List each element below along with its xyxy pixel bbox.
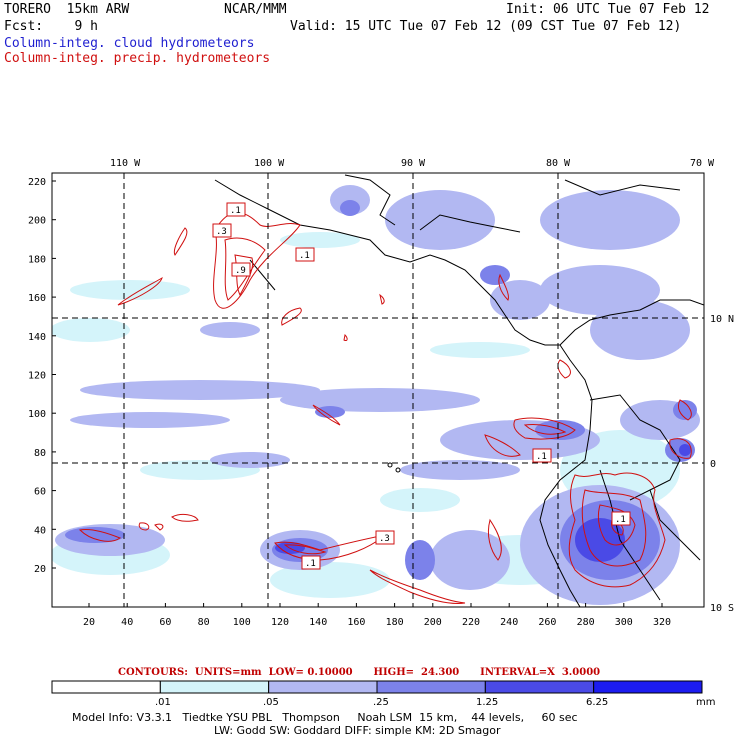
field-cloud-label: Column-integ. cloud hydrometeors (4, 36, 255, 51)
colorbar-swatch (51, 680, 161, 694)
colorbar-label: .01 (155, 697, 171, 708)
x-tick-label: 40 (121, 617, 133, 628)
colorbar-label: .05 (263, 697, 279, 708)
svg-text:.1: .1 (299, 251, 310, 261)
y-tick-label: 20 (34, 564, 46, 575)
field-precip-label: Column-integ. precip. hydrometeors (4, 51, 271, 66)
x-tick-label: 100 (233, 617, 251, 628)
y-tick-labels: 220 200 180 160 140 120 100 80 60 40 20 (28, 177, 56, 575)
contour-label: .1 (611, 511, 631, 526)
forecast-hour: Fcst: 9 h (4, 19, 98, 34)
contour-label-group: .1 .3 .9 .1 .1 .3 .1 .1 (212, 202, 631, 570)
coastlines (214, 174, 704, 607)
x-tick-label: 180 (386, 617, 404, 628)
contour-label: .3 (212, 223, 232, 238)
contour-label: .1 (301, 555, 321, 570)
x-tick-labels: 20 40 60 80 100 120 140 160 180 200 220 240 260 280 30… (83, 603, 671, 628)
svg-text:.1: .1 (615, 515, 626, 525)
colorbar-units: mm (696, 697, 716, 708)
y-tick-label: 80 (34, 448, 46, 459)
lat-label: 10 N (710, 314, 734, 325)
svg-text:.1: .1 (230, 206, 241, 216)
svg-text:.9: .9 (235, 266, 246, 276)
x-tick-label: 140 (309, 617, 327, 628)
init-time: Init: 06 UTC Tue 07 Feb 12 (506, 2, 710, 17)
y-tick-label: 140 (28, 332, 46, 343)
contour-label: .3 (375, 530, 395, 545)
lat-label: 0 (710, 459, 716, 470)
contour-label: .1 (226, 202, 246, 217)
lon-label: 100 W (254, 158, 285, 169)
colorbar (51, 680, 703, 694)
contour-label: .9 (231, 262, 251, 277)
contours-info: CONTOURS: UNITS=mm LOW= 0.10000 HIGH= 24… (118, 667, 601, 678)
y-tick-label: 40 (34, 525, 46, 536)
y-tick-label: 160 (28, 293, 46, 304)
graticule (52, 173, 704, 607)
x-tick-label: 300 (615, 617, 633, 628)
x-tick-label: 260 (538, 617, 556, 628)
svg-text:.1: .1 (305, 559, 316, 569)
y-tick-label: 120 (28, 371, 46, 382)
colorbar-swatch (159, 680, 270, 694)
lon-label: 90 W (401, 158, 426, 169)
svg-text:.1: .1 (536, 452, 547, 462)
lon-label: 110 W (110, 158, 141, 169)
x-tick-label: 120 (271, 617, 289, 628)
colorbar-label: 1.25 (476, 697, 499, 708)
contour-label: .1 (295, 247, 315, 262)
x-tick-label: 200 (424, 617, 442, 628)
y-tick-label: 180 (28, 254, 46, 265)
model-info-line1: Model Info: V3.3.1 Tiedtke YSU PBL Thomp… (72, 711, 578, 724)
svg-text:.3: .3 (379, 534, 390, 544)
x-tick-label: 80 (198, 617, 210, 628)
y-tick-label: 100 (28, 409, 46, 420)
center-label: NCAR/MMM (224, 2, 287, 17)
colorbar-swatch (593, 680, 703, 694)
colorbar-swatch (484, 680, 595, 694)
x-tick-label: 220 (462, 617, 480, 628)
y-tick-label: 60 (34, 487, 46, 498)
colorbar-swatch (376, 680, 486, 694)
colorbar-label: 6.25 (586, 697, 609, 708)
x-tick-label: 320 (653, 617, 671, 628)
x-tick-label: 280 (577, 617, 595, 628)
model-info-line2: LW: Godd SW: Goddard DIFF: simple KM: 2D… (214, 724, 501, 737)
svg-text:.3: .3 (216, 227, 227, 237)
y-tick-label: 220 (28, 177, 46, 188)
x-tick-label: 60 (159, 617, 171, 628)
x-tick-label: 20 (83, 617, 95, 628)
x-tick-label: 240 (500, 617, 518, 628)
x-tick-label: 160 (347, 617, 365, 628)
model-title: TORERO 15km ARW (4, 2, 130, 17)
lon-label: 80 W (546, 158, 571, 169)
y-tick-label: 200 (28, 216, 46, 227)
colorbar-label: .25 (373, 697, 389, 708)
precip-contours (78, 212, 692, 604)
lat-label: 10 S (710, 603, 734, 614)
colorbar-swatch (268, 680, 378, 694)
valid-time: Valid: 15 UTC Tue 07 Feb 12 (09 CST Tue … (290, 19, 682, 34)
lon-label: 70 W (690, 158, 715, 169)
contour-label: .1 (532, 448, 552, 463)
map-frame (51, 172, 705, 608)
